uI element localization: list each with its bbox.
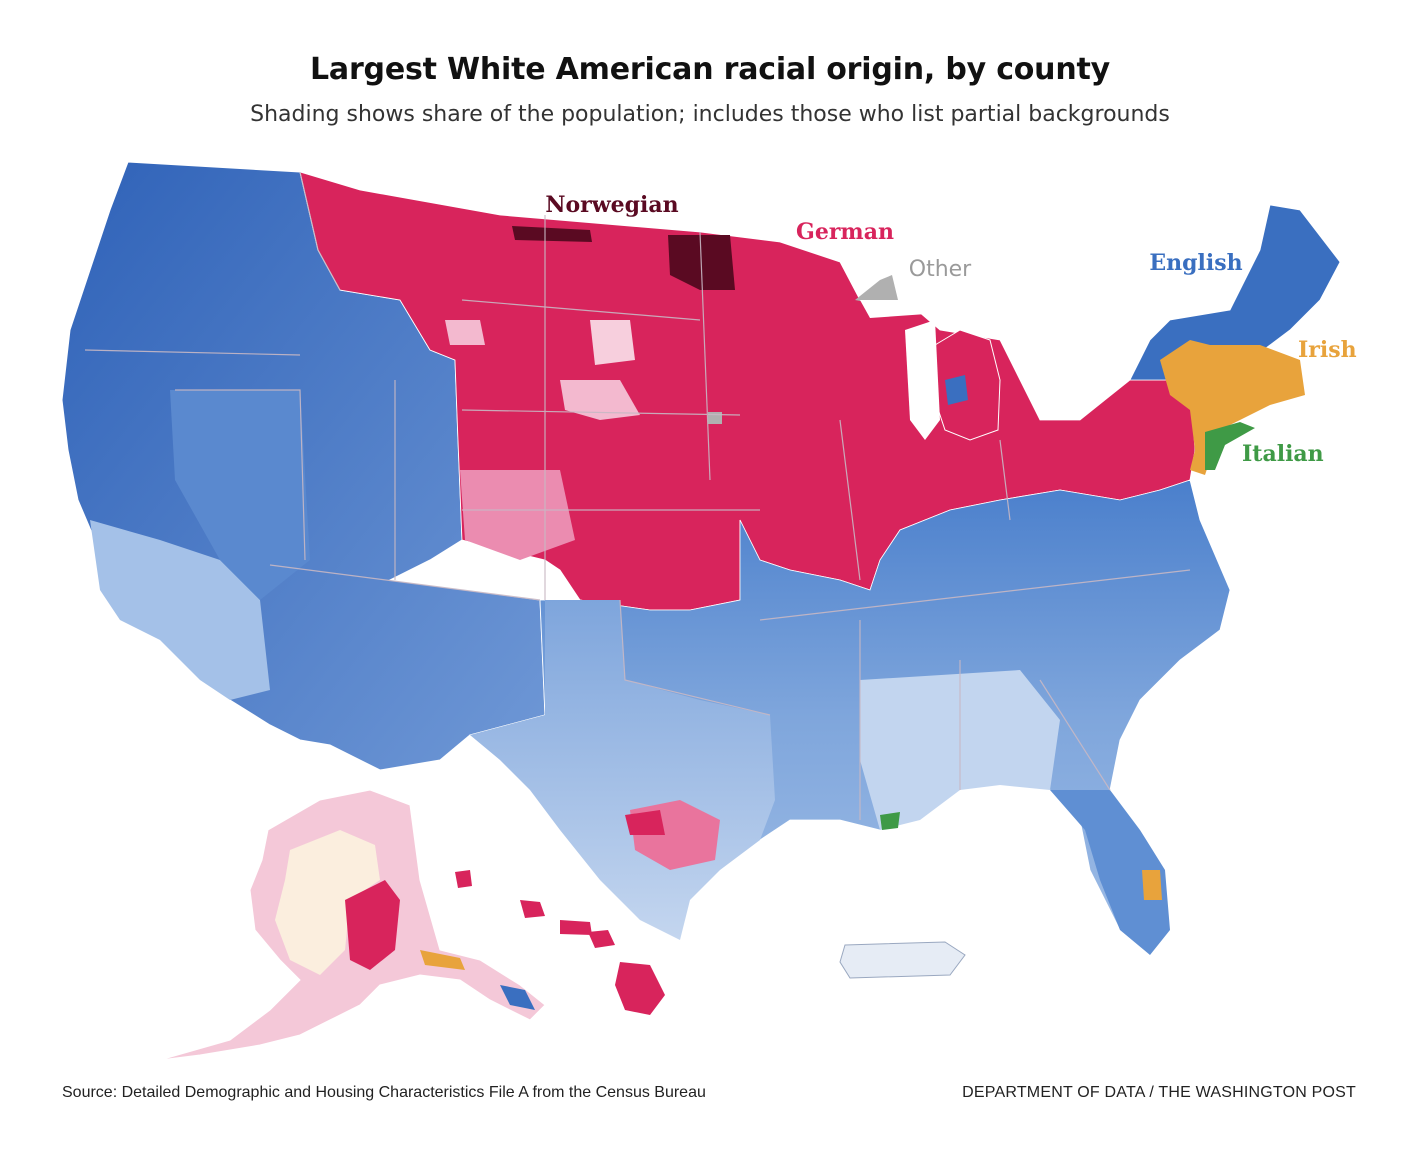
map-title: Largest White American racial origin, by… (309, 52, 1110, 87)
patch-louisiana-italian (880, 812, 900, 830)
patch-norwegian-2 (512, 226, 592, 242)
label-irish: Irish (1298, 337, 1357, 363)
label-italian: Italian (1242, 441, 1324, 467)
patch-german-light-4 (445, 320, 485, 345)
patch-florida-irish (1142, 870, 1162, 900)
region-other-ia (708, 412, 722, 424)
lake-superior (860, 300, 960, 318)
label-norwegian: Norwegian (545, 192, 678, 218)
patch-german-light-3 (460, 470, 575, 560)
patch-alaska-english (500, 985, 535, 1010)
region-michigan (934, 329, 1001, 441)
region-other-up (855, 275, 898, 305)
patch-german-light-1 (560, 380, 640, 420)
credit-line: DEPARTMENT OF DATA / THE WASHINGTON POST (962, 1084, 1356, 1101)
patch-alaska-german (345, 880, 400, 970)
patch-alaska-irish (420, 950, 465, 970)
lake-michigan (905, 320, 940, 440)
patch-texas-german-dark (625, 810, 665, 835)
patch-german-light-2 (590, 320, 635, 365)
label-other: Other (909, 257, 972, 282)
map-subtitle: Shading shows share of the population; i… (250, 102, 1170, 127)
patch-alaska-cream (275, 830, 380, 975)
region-puerto-rico (839, 941, 966, 979)
source-note: Source: Detailed Demographic and Housing… (62, 1084, 706, 1101)
region-italian (1205, 422, 1255, 470)
patch-michigan-english (945, 375, 968, 405)
region-northeast (1129, 204, 1341, 381)
label-german: German (796, 219, 894, 245)
label-english: English (1149, 250, 1242, 276)
state-borders (84, 171, 1191, 820)
region-hawaii (455, 870, 665, 1015)
region-irish (1160, 340, 1305, 475)
region-great-basin (170, 390, 310, 600)
region-florida (1050, 790, 1170, 955)
